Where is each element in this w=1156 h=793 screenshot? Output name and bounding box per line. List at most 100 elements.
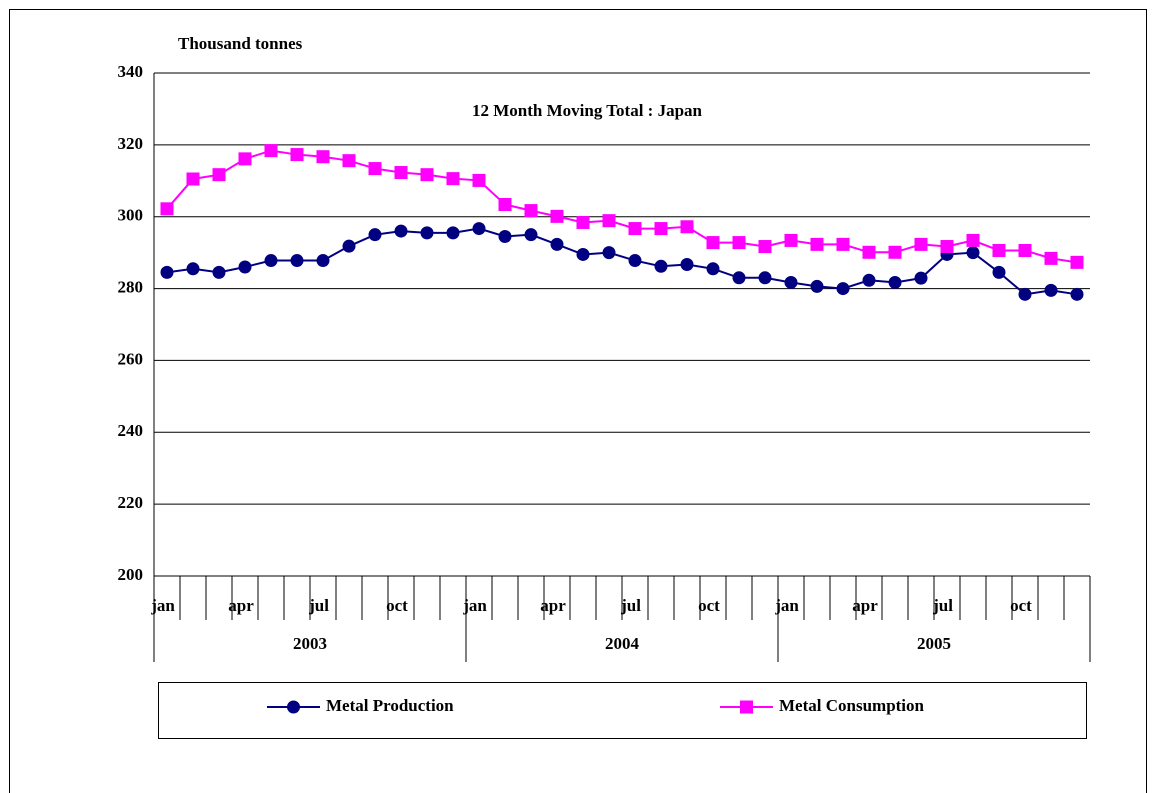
data-point [628, 222, 642, 236]
x-tick-label: jul [932, 596, 953, 615]
data-point [394, 166, 408, 180]
data-point [706, 236, 720, 250]
data-point [680, 257, 694, 271]
x-tick-label: jan [150, 596, 175, 615]
x-tick-label: oct [386, 596, 408, 615]
data-point [420, 168, 434, 182]
x-tick-label: apr [540, 596, 566, 615]
data-point [810, 237, 824, 251]
data-point [888, 245, 902, 259]
data-point [160, 202, 174, 216]
data-point [602, 214, 616, 228]
data-point [446, 226, 460, 240]
data-point [498, 197, 512, 211]
data-point [238, 260, 252, 274]
data-point [888, 275, 902, 289]
data-point [368, 228, 382, 242]
data-point [1044, 283, 1058, 297]
data-point [654, 222, 668, 236]
legend-label: Metal Production [326, 696, 454, 715]
data-point [602, 246, 616, 260]
data-point [940, 240, 954, 254]
data-point [394, 224, 408, 238]
data-point [368, 162, 382, 176]
data-point [862, 245, 876, 259]
y-tick-label: 220 [118, 493, 144, 512]
data-point [654, 259, 668, 273]
data-point [680, 220, 694, 234]
data-point [966, 233, 980, 247]
data-point [836, 282, 850, 296]
y-tick-label: 260 [118, 349, 144, 368]
series-line [166, 227, 1078, 296]
x-tick-label: oct [698, 596, 720, 615]
data-point [992, 243, 1006, 257]
legend-marker [740, 700, 753, 714]
data-point [524, 204, 538, 218]
data-point [186, 262, 200, 276]
data-point [290, 254, 304, 268]
data-point [316, 254, 330, 268]
data-point [238, 152, 252, 166]
data-point [446, 172, 460, 186]
data-point [810, 279, 824, 293]
data-point [1018, 287, 1032, 301]
legend-box [158, 682, 1087, 739]
chart-title: 12 Month Moving Total : Japan [472, 101, 703, 120]
data-point [472, 173, 486, 187]
data-point [914, 237, 928, 251]
data-point [862, 273, 876, 287]
data-point [342, 154, 356, 168]
y-tick-label: 320 [118, 134, 144, 153]
data-point [836, 237, 850, 251]
data-point [1070, 287, 1084, 301]
data-point [550, 209, 564, 223]
y-axis-label: Thousand tonnes [178, 34, 303, 53]
data-point [732, 236, 746, 250]
legend-marker [287, 700, 300, 714]
y-tick-label: 280 [118, 277, 144, 296]
x-tick-label: jan [774, 596, 799, 615]
data-point [576, 215, 590, 229]
data-point [316, 150, 330, 164]
x-tick-label: apr [852, 596, 878, 615]
data-point [784, 275, 798, 289]
data-point [420, 226, 434, 240]
data-point [212, 168, 226, 182]
data-point [264, 144, 278, 158]
data-point [784, 233, 798, 247]
data-point [758, 271, 772, 285]
data-point [342, 239, 356, 253]
data-point [758, 240, 772, 254]
data-point [290, 148, 304, 162]
data-point [524, 228, 538, 242]
data-point [992, 265, 1006, 279]
group-label: 2004 [605, 634, 640, 653]
data-point [472, 222, 486, 236]
data-point [1018, 243, 1032, 257]
x-tick-label: jul [620, 596, 641, 615]
data-point [264, 254, 278, 268]
x-tick-label: jan [462, 596, 487, 615]
data-point [212, 265, 226, 279]
group-label: 2003 [293, 634, 327, 653]
chart-frame [9, 9, 1147, 793]
y-tick-label: 340 [118, 62, 144, 81]
data-point [732, 271, 746, 285]
data-point [914, 271, 928, 285]
data-point [576, 247, 590, 261]
y-tick-label: 300 [118, 206, 144, 225]
data-point [1044, 251, 1058, 265]
data-point [160, 265, 174, 279]
data-point [186, 172, 200, 186]
data-point [498, 229, 512, 243]
y-tick-label: 200 [118, 565, 144, 584]
data-point [966, 246, 980, 260]
x-tick-label: jul [308, 596, 329, 615]
data-point [628, 254, 642, 268]
data-point [550, 237, 564, 251]
x-tick-label: apr [228, 596, 254, 615]
x-tick-label: oct [1010, 596, 1032, 615]
data-point [706, 262, 720, 276]
